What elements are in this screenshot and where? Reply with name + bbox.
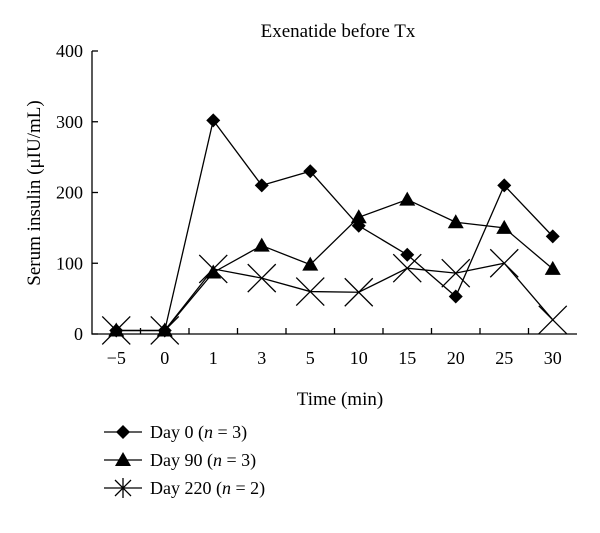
data-point-day-90	[544, 260, 561, 275]
x-tick-label: 5	[306, 348, 315, 368]
legend-item-day220: Day 220 (n = 2)	[102, 476, 402, 504]
data-point-day-90	[447, 214, 464, 229]
legend-label-day220: Day 220 (n = 2)	[150, 478, 266, 498]
data-point-day-220	[198, 254, 228, 284]
legend-label-day0: Day 0 (n = 3)	[150, 422, 248, 442]
x-tick-label: 25	[495, 348, 513, 368]
plot-area: 0 100 200 300 400 −5 0 1 3 5 10 15 20 25 30	[56, 41, 577, 368]
y-tick-label: 400	[56, 41, 83, 61]
data-point-day-0	[497, 178, 512, 193]
data-point-day-0	[206, 113, 221, 128]
y-axis-label: Serum insulin (μIU/mL)	[24, 100, 45, 285]
x-tick-label: 10	[350, 348, 368, 368]
data-point-day-220	[344, 277, 374, 307]
series-line-day-90	[116, 198, 554, 332]
legend-item-day90: Day 90 (n = 3)	[102, 448, 402, 476]
data-point-day-90	[253, 237, 270, 252]
x-axis-label: Time (min)	[297, 389, 383, 410]
data-point-day-0	[448, 289, 463, 304]
data-point-day-220	[392, 253, 422, 283]
x-tick-label: 3	[257, 348, 266, 368]
legend-symbol	[115, 452, 131, 466]
legend-label-day90: Day 90 (n = 3)	[150, 450, 257, 470]
legend: Day 0 (n = 3) Day 90 (n = 3) Day 220 (n …	[102, 420, 402, 504]
chart: Exenatide before Tx 0 100 200 300 400 −5 0 1 3 5 1…	[24, 21, 577, 410]
data-point-day-0	[303, 164, 318, 179]
data-point-day-90	[302, 256, 319, 271]
data-point-day-220	[101, 316, 131, 345]
data-point-day-0	[254, 178, 269, 193]
y-tick-label: 0	[74, 324, 83, 344]
x-tick-label: 20	[447, 348, 465, 368]
data-point-day-220	[489, 248, 519, 278]
series-line-day-0	[116, 118, 554, 332]
y-tick-label: 300	[56, 112, 83, 132]
data-point-day-220	[247, 263, 277, 293]
data-point-day-90	[496, 219, 513, 234]
legend-item-day0: Day 0 (n = 3)	[102, 420, 402, 448]
chart-title: Exenatide before Tx	[261, 21, 416, 42]
legend-marker-diamond	[104, 425, 142, 439]
data-point-day-220	[441, 258, 471, 288]
y-tick-label: 100	[56, 253, 83, 273]
data-point-day-90	[399, 191, 416, 206]
x-tick-label: −5	[107, 348, 126, 368]
data-point-day-0	[400, 247, 415, 262]
x-tick-label: 30	[544, 348, 562, 368]
legend-marker-x-star	[104, 478, 142, 498]
data-point-day-90	[350, 209, 367, 224]
x-tick-label: 15	[398, 348, 416, 368]
y-tick-label: 200	[56, 183, 83, 203]
legend-symbol	[116, 425, 130, 439]
x-tick-label: 0	[160, 348, 169, 368]
legend-marker-triangle	[104, 452, 142, 466]
x-tick-label: 1	[209, 348, 218, 368]
data-point-day-220	[538, 305, 568, 335]
data-point-day-0	[545, 229, 560, 244]
data-point-day-220	[150, 316, 180, 345]
legend-symbol	[114, 478, 132, 498]
data-point-day-90	[108, 322, 125, 337]
series-line-day-220	[116, 262, 554, 332]
data-point-day-220	[295, 277, 325, 307]
